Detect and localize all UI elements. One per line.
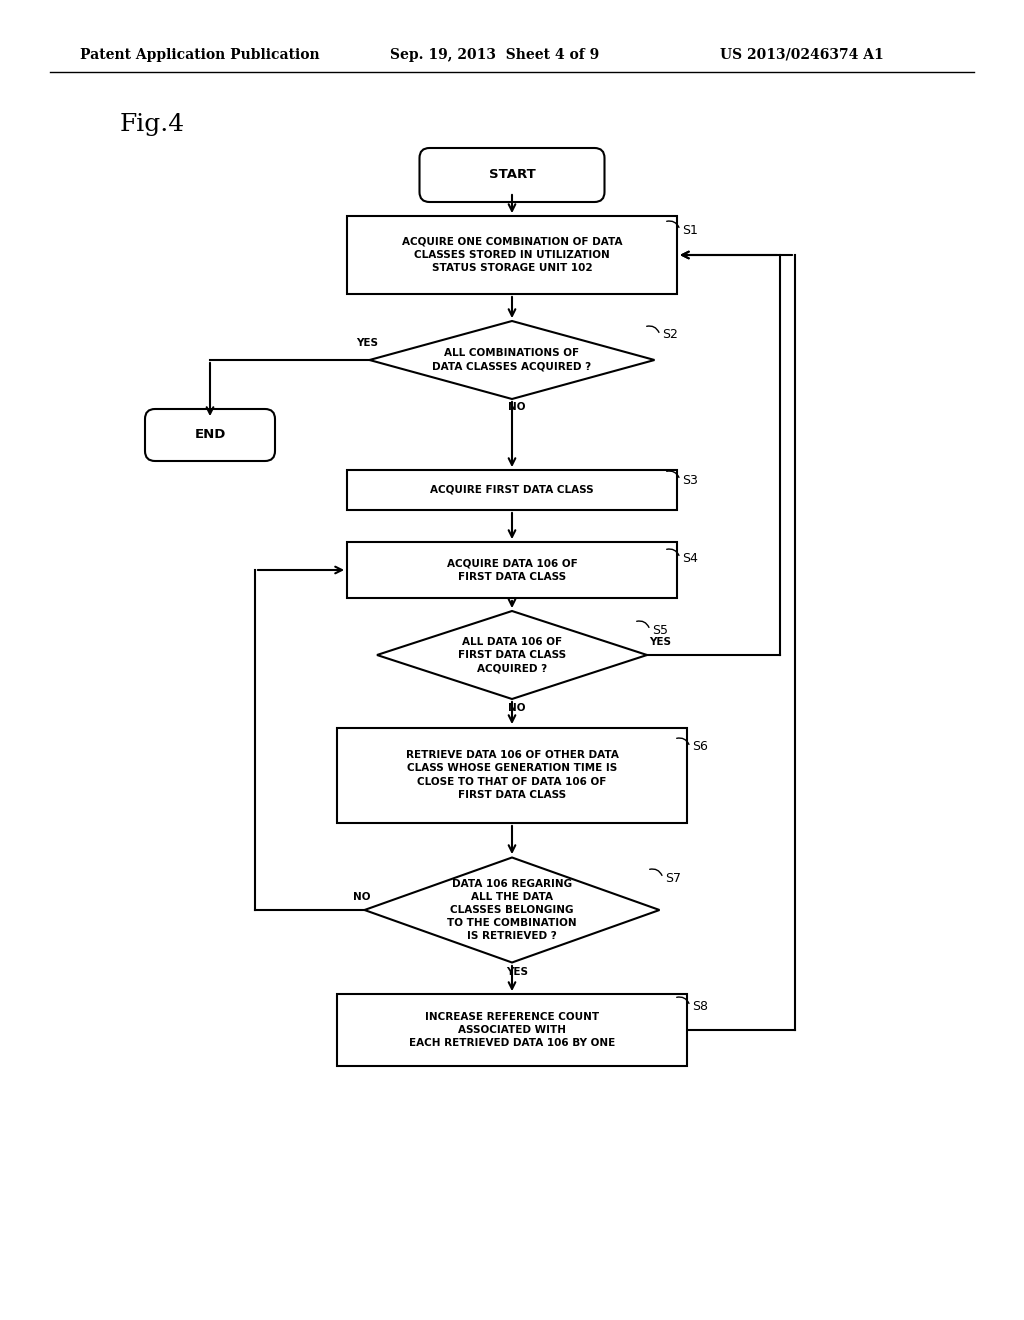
- Polygon shape: [365, 858, 659, 962]
- Text: S7: S7: [665, 871, 681, 884]
- Text: YES: YES: [506, 968, 528, 977]
- Text: S4: S4: [682, 552, 698, 565]
- Text: S1: S1: [682, 223, 698, 236]
- Text: Patent Application Publication: Patent Application Publication: [80, 48, 319, 62]
- Text: S6: S6: [692, 741, 708, 754]
- Text: NO: NO: [508, 403, 525, 412]
- Bar: [337, 994, 687, 1067]
- Text: DATA 106 REGARING
ALL THE DATA
CLASSES BELONGING
TO THE COMBINATION
IS RETRIEVED: DATA 106 REGARING ALL THE DATA CLASSES B…: [447, 879, 577, 941]
- Text: ACQUIRE ONE COMBINATION OF DATA
CLASSES STORED IN UTILIZATION
STATUS STORAGE UNI: ACQUIRE ONE COMBINATION OF DATA CLASSES …: [401, 236, 623, 273]
- Polygon shape: [370, 321, 654, 399]
- Text: ALL COMBINATIONS OF
DATA CLASSES ACQUIRED ?: ALL COMBINATIONS OF DATA CLASSES ACQUIRE…: [432, 348, 592, 372]
- Text: END: END: [195, 429, 225, 441]
- Text: NO: NO: [353, 892, 371, 902]
- Bar: [337, 727, 687, 822]
- Text: YES: YES: [649, 638, 671, 647]
- Text: S8: S8: [692, 999, 708, 1012]
- Text: START: START: [488, 169, 536, 181]
- Text: US 2013/0246374 A1: US 2013/0246374 A1: [720, 48, 884, 62]
- FancyBboxPatch shape: [420, 148, 604, 202]
- Text: S2: S2: [662, 329, 678, 342]
- Bar: [347, 216, 677, 294]
- Bar: [347, 543, 677, 598]
- Text: ALL DATA 106 OF
FIRST DATA CLASS
ACQUIRED ?: ALL DATA 106 OF FIRST DATA CLASS ACQUIRE…: [458, 636, 566, 673]
- Text: Fig.4: Fig.4: [120, 114, 185, 136]
- Text: S3: S3: [682, 474, 698, 487]
- FancyBboxPatch shape: [145, 409, 275, 461]
- Text: INCREASE REFERENCE COUNT
ASSOCIATED WITH
EACH RETRIEVED DATA 106 BY ONE: INCREASE REFERENCE COUNT ASSOCIATED WITH…: [409, 1012, 615, 1048]
- Text: Sep. 19, 2013  Sheet 4 of 9: Sep. 19, 2013 Sheet 4 of 9: [390, 48, 599, 62]
- Text: YES: YES: [356, 338, 378, 348]
- Text: RETRIEVE DATA 106 OF OTHER DATA
CLASS WHOSE GENERATION TIME IS
CLOSE TO THAT OF : RETRIEVE DATA 106 OF OTHER DATA CLASS WH…: [406, 750, 618, 800]
- Text: S5: S5: [652, 623, 668, 636]
- Text: NO: NO: [508, 704, 525, 713]
- Text: ACQUIRE FIRST DATA CLASS: ACQUIRE FIRST DATA CLASS: [430, 484, 594, 495]
- Bar: [347, 470, 677, 510]
- Polygon shape: [377, 611, 647, 700]
- Text: ACQUIRE DATA 106 OF
FIRST DATA CLASS: ACQUIRE DATA 106 OF FIRST DATA CLASS: [446, 558, 578, 582]
